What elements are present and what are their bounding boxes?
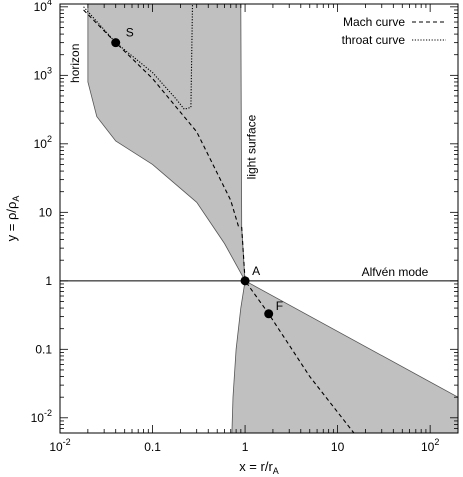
shaded-region-lower-right (231, 280, 458, 433)
y-tick-label: 102 (34, 134, 52, 151)
point-label-S: S (126, 26, 134, 40)
shaded-regions (87, 4, 458, 433)
point-label-A: A (252, 264, 260, 278)
point-F (264, 309, 274, 319)
x-tick-label: 10-2 (49, 437, 70, 454)
y-tick-label: 103 (34, 65, 52, 82)
x-tick-label: 102 (421, 437, 439, 454)
legend-label-throat-curve: throat curve (342, 33, 406, 47)
y-tick-label: 104 (34, 0, 52, 14)
shaded-region-upper-left (87, 4, 246, 281)
annotation-horizon: horizon (68, 44, 82, 83)
point-S (111, 38, 121, 48)
y-axis-label: y = ρ/ρA (4, 196, 21, 242)
ticks (59, 4, 459, 434)
mach-curve-line (83, 9, 355, 433)
alfven-mode-label: Alfvén mode (362, 265, 429, 279)
y-tick-label: 1 (45, 274, 52, 288)
y-tick-label: 10 (39, 205, 53, 219)
labels: 10-2 0.1 1 10 102 10-2 0.1 1 10 102 103 104 x = r/rA… (4, 0, 439, 476)
y-tick-label: 10-2 (31, 408, 52, 425)
legend-label-mach-curve: Mach curve (343, 15, 405, 29)
x-tick-label: 10 (331, 440, 345, 454)
point-label-F: F (276, 299, 283, 313)
y-tick-label: 0.1 (35, 342, 52, 356)
plot-frame (59, 3, 459, 434)
x-axis-label: x = r/rA (239, 459, 279, 476)
legend: Mach curve throat curve (342, 15, 446, 47)
x-tick-label: 0.1 (144, 440, 161, 454)
point-A (240, 276, 250, 286)
critical-points: S A F (111, 26, 283, 319)
x-tick-label: 1 (242, 440, 249, 454)
annotation-light-surface: light surface (245, 114, 259, 179)
